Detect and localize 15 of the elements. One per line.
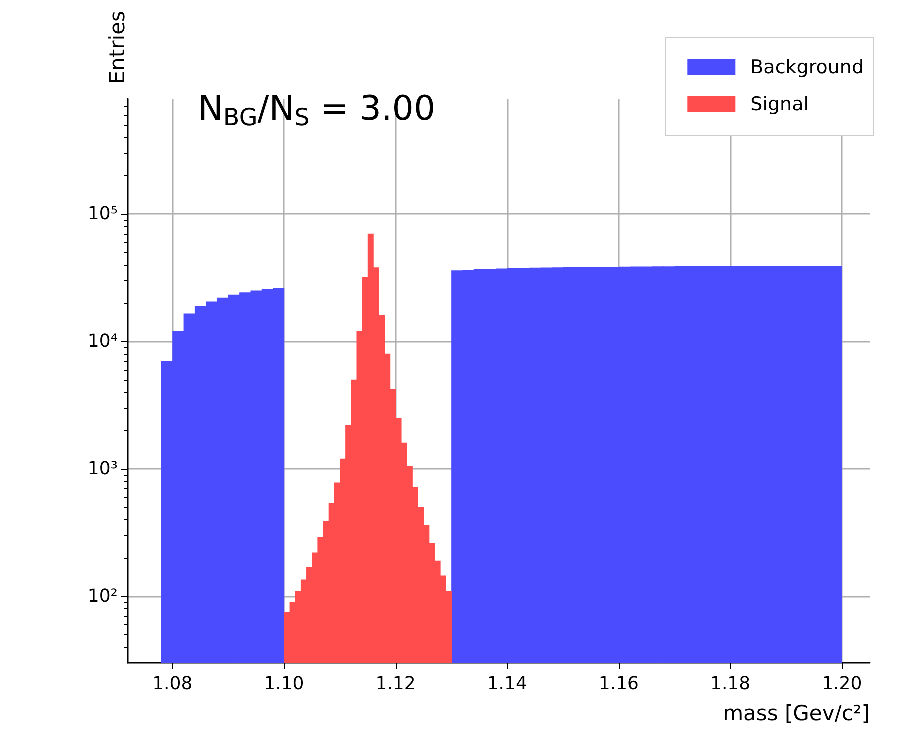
y-tick-label: 10⁵ — [88, 204, 118, 225]
x-tick-label: 1.18 — [710, 674, 751, 694]
y-tick-label: 10² — [88, 586, 118, 607]
x-tick-label: 1.16 — [598, 674, 639, 694]
y-tick-label: 10³ — [88, 458, 118, 480]
y-axis-title: Entries — [106, 11, 130, 84]
x-tick-label: 1.20 — [822, 674, 862, 694]
x-tick-label: 1.10 — [264, 674, 304, 694]
x-tick-label: 1.12 — [376, 674, 416, 694]
x-tick-label: 1.14 — [487, 674, 528, 694]
x-tick-label: 1.08 — [152, 674, 193, 694]
legend-label: Background — [750, 56, 864, 78]
y-tick-label: 10⁴ — [88, 331, 118, 352]
x-axis-title: mass [Gev/c²] — [723, 702, 870, 726]
legend-label: Signal — [750, 94, 810, 116]
